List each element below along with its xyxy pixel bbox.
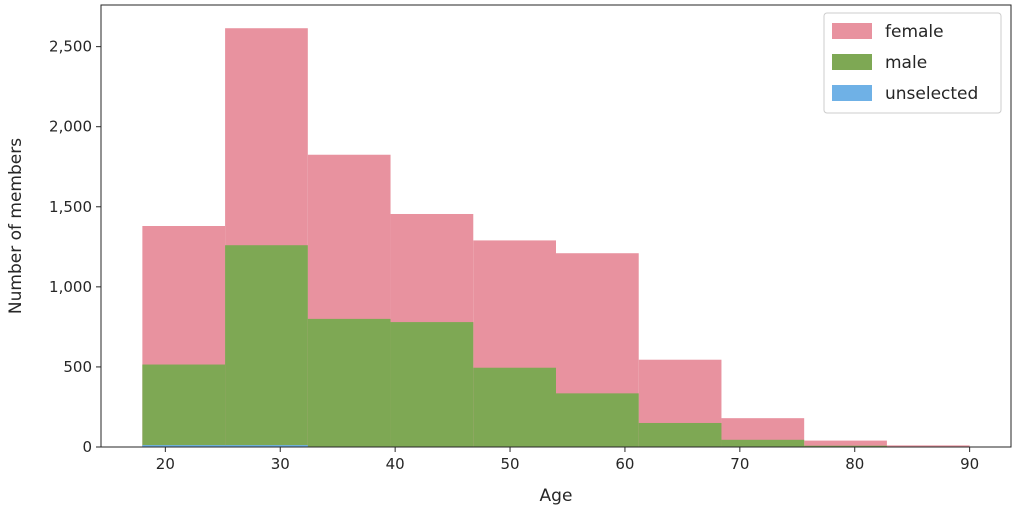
x-tick-label: 80 [845,455,864,473]
legend-swatch-unselected [832,85,872,101]
x-tick-label: 30 [271,455,290,473]
y-tick-label: 2,500 [49,38,92,56]
bar-male-3 [391,322,474,447]
legend-label-unselected: unselected [885,84,978,104]
bar-male-0 [142,365,225,447]
x-tick-label: 60 [615,455,634,473]
bar-male-2 [308,319,391,447]
legend-swatch-male [832,54,872,70]
y-tick-label: 0 [82,438,92,456]
legend-label-male: male [885,53,927,73]
y-tick-label: 2,000 [49,118,92,136]
legend-swatch-female [832,23,872,39]
x-tick-label: 40 [386,455,405,473]
legend: female male unselected [824,13,1001,113]
y-tick-label: 1,000 [49,278,92,296]
bar-male-1 [225,245,308,447]
x-axis-label: Age [540,486,573,506]
bar-male-6 [639,423,722,447]
x-axis-ticks: 20 30 40 50 60 70 80 90 [156,447,979,473]
legend-label-female: female [885,22,944,42]
x-tick-label: 20 [156,455,175,473]
x-tick-label: 70 [730,455,749,473]
bar-male-7 [721,440,804,447]
y-tick-label: 500 [63,358,92,376]
bar-male-4 [473,368,556,447]
y-tick-label: 1,500 [49,198,92,216]
y-axis-ticks: 0 500 1,000 1,500 2,000 2,500 [49,38,101,456]
y-axis-label: Number of members [6,138,26,314]
x-tick-label: 50 [500,455,519,473]
bar-male-5 [556,393,639,447]
x-tick-label: 90 [960,455,979,473]
